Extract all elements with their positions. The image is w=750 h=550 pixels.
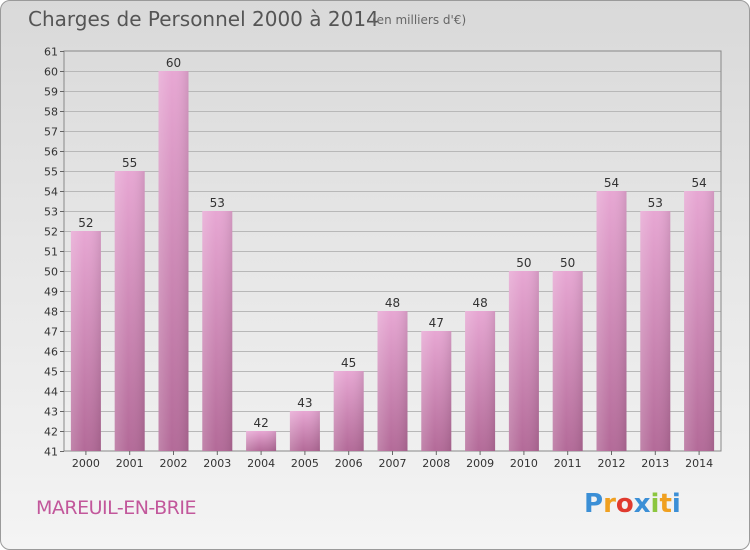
- y-tick-label: 61: [44, 46, 58, 59]
- y-tick-label: 49: [44, 286, 58, 299]
- data-label: 47: [429, 316, 444, 330]
- y-tick-label: 47: [44, 326, 58, 339]
- x-tick-label: 2007: [379, 457, 407, 470]
- commune-name: MAREUIL-EN-BRIE: [36, 497, 196, 519]
- y-tick-label: 44: [44, 386, 58, 399]
- bar-shade: [246, 431, 277, 451]
- y-tick-label: 59: [44, 86, 58, 99]
- data-label: 48: [472, 296, 487, 310]
- chart-title: Charges de Personnel 2000 à 2014: [28, 7, 379, 31]
- data-label: 42: [253, 416, 268, 430]
- bar-shade: [684, 191, 715, 451]
- data-label: 53: [648, 196, 663, 210]
- x-tick-label: 2000: [72, 457, 100, 470]
- data-label: 54: [691, 176, 706, 190]
- logo-letter: t: [659, 489, 672, 519]
- bar-shade: [465, 311, 496, 451]
- bar-shade: [114, 171, 145, 451]
- y-tick-label: 50: [44, 266, 58, 279]
- x-tick-label: 2011: [554, 457, 582, 470]
- bar-shade: [289, 411, 320, 451]
- data-label: 45: [341, 356, 356, 370]
- x-tick-label: 2012: [598, 457, 626, 470]
- y-tick-label: 53: [44, 206, 58, 219]
- x-tick-label: 2003: [203, 457, 231, 470]
- logo-letter: i: [671, 489, 681, 519]
- bar-shade: [640, 211, 671, 451]
- bar-shade: [333, 371, 364, 451]
- x-tick-label: 2006: [335, 457, 363, 470]
- x-tick-label: 2010: [510, 457, 538, 470]
- bar-shade: [202, 211, 233, 451]
- data-label: 52: [78, 216, 93, 230]
- y-tick-label: 60: [44, 66, 58, 79]
- bar-shade: [596, 191, 627, 451]
- x-tick-label: 2001: [116, 457, 144, 470]
- y-tick-label: 54: [44, 186, 58, 199]
- x-tick-label: 2008: [422, 457, 450, 470]
- x-tick-label: 2002: [160, 457, 188, 470]
- bar-shade: [70, 231, 101, 451]
- data-label: 53: [210, 196, 225, 210]
- bar-shade: [377, 311, 408, 451]
- y-tick-label: 45: [44, 366, 58, 379]
- x-tick-label: 2004: [247, 457, 275, 470]
- bar-shade: [552, 271, 583, 451]
- logo-letter: x: [633, 489, 651, 519]
- x-tick-label: 2014: [685, 457, 713, 470]
- logo-letter: o: [615, 489, 634, 519]
- data-label: 43: [297, 396, 312, 410]
- y-tick-label: 55: [44, 166, 58, 179]
- y-tick-label: 57: [44, 126, 58, 139]
- data-label: 54: [604, 176, 619, 190]
- data-label: 50: [560, 256, 575, 270]
- proxiti-logo: Proxiti: [584, 489, 681, 519]
- y-tick-label: 51: [44, 246, 58, 259]
- chart-subtitle: (en milliers d'€): [372, 13, 467, 27]
- data-label: 60: [166, 56, 181, 70]
- y-tick-label: 58: [44, 106, 58, 119]
- y-tick-label: 42: [44, 426, 58, 439]
- y-tick-label: 52: [44, 226, 58, 239]
- bar-shade: [508, 271, 539, 451]
- x-tick-label: 2005: [291, 457, 319, 470]
- x-tick-label: 2009: [466, 457, 494, 470]
- data-label: 55: [122, 156, 137, 170]
- logo-letter: r: [603, 489, 616, 519]
- y-tick-label: 46: [44, 346, 58, 359]
- data-label: 48: [385, 296, 400, 310]
- data-label: 50: [516, 256, 531, 270]
- logo-letter: i: [650, 489, 660, 519]
- bar-shade: [421, 331, 452, 451]
- y-tick-label: 56: [44, 146, 58, 159]
- y-tick-label: 43: [44, 406, 58, 419]
- x-tick-label: 2013: [641, 457, 669, 470]
- logo-letter: P: [584, 489, 604, 519]
- y-tick-label: 41: [44, 446, 58, 459]
- bar-shade: [158, 71, 189, 451]
- y-tick-label: 48: [44, 306, 58, 319]
